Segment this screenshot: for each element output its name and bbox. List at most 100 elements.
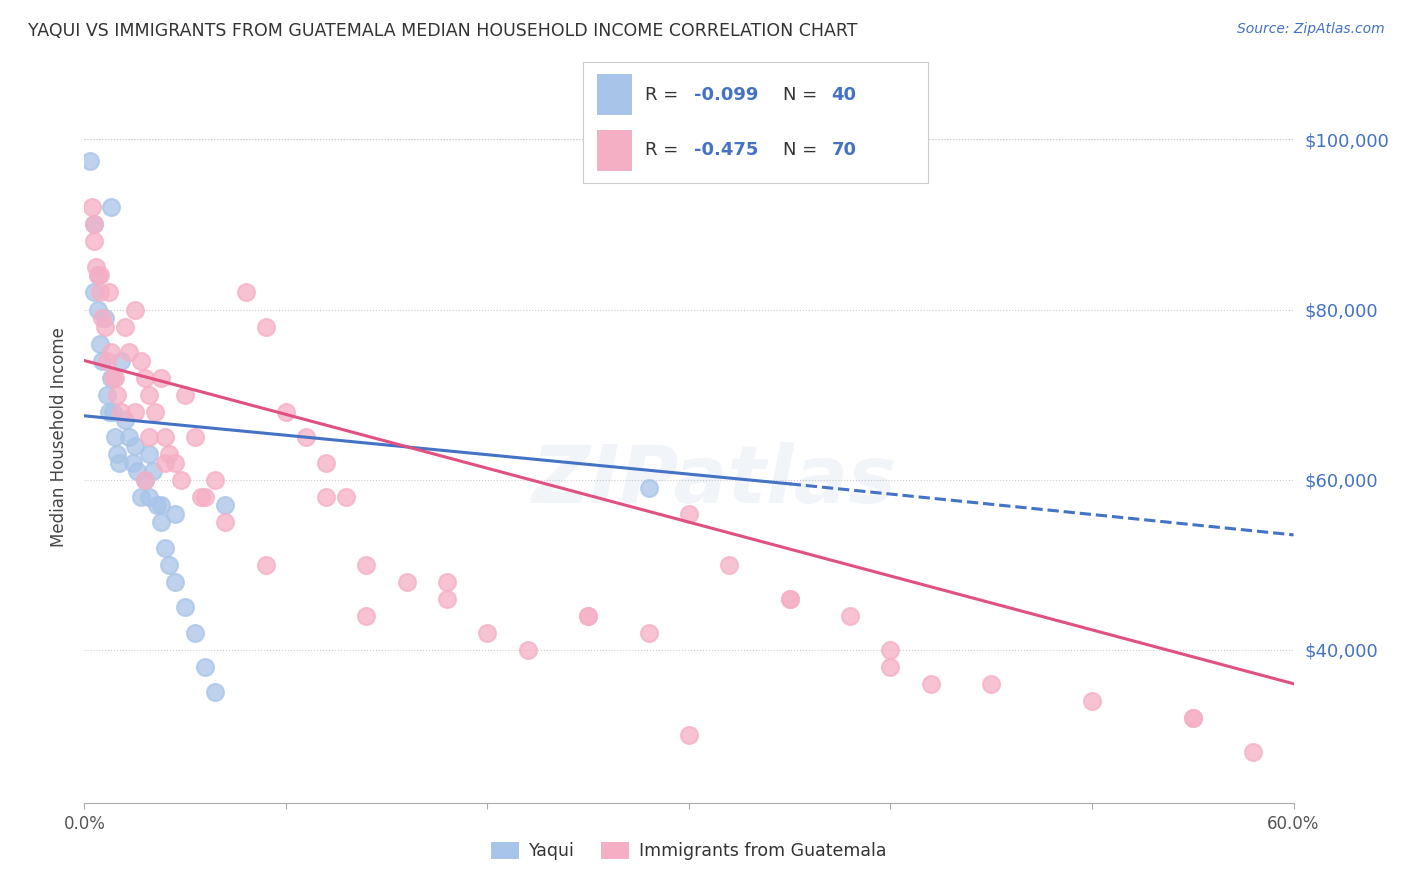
Point [97, 285, 120, 300]
Point [121, 456, 143, 470]
Legend: Yaqui, Immigrants from Guatemala: Yaqui, Immigrants from Guatemala [484, 835, 894, 867]
Point [138, 430, 160, 444]
Point [96, 353, 118, 368]
Point [91, 311, 114, 326]
Point [129, 490, 152, 504]
Point [83, 235, 105, 249]
Point [436, 574, 458, 589]
Point [356, 558, 378, 572]
Text: R =: R = [645, 86, 685, 104]
Point [104, 430, 127, 444]
Point [1241, 745, 1264, 759]
Point [124, 439, 146, 453]
Point [1081, 694, 1104, 708]
Text: -0.475: -0.475 [693, 141, 758, 160]
Point [157, 447, 180, 461]
Point [235, 285, 257, 300]
Point [980, 677, 1002, 691]
Point [174, 387, 197, 401]
Point [83, 285, 105, 300]
Text: ZIPatlas: ZIPatlas [530, 442, 896, 520]
Point [83, 218, 105, 232]
Text: YAQUI VS IMMIGRANTS FROM GUATEMALA MEDIAN HOUSEHOLD INCOME CORRELATION CHART: YAQUI VS IMMIGRANTS FROM GUATEMALA MEDIA… [28, 22, 858, 40]
Point [214, 498, 236, 512]
Point [153, 456, 176, 470]
Point [678, 728, 700, 742]
Point [138, 387, 160, 401]
Point [165, 574, 187, 589]
Point [779, 591, 801, 606]
Point [436, 591, 458, 606]
Point [879, 659, 901, 673]
Point [254, 558, 277, 572]
Text: 70: 70 [831, 141, 856, 160]
Point [96, 387, 118, 401]
Point [86, 260, 108, 274]
Point [315, 456, 337, 470]
Point [93, 311, 115, 326]
Text: Source: ZipAtlas.com: Source: ZipAtlas.com [1237, 22, 1385, 37]
Point [100, 345, 122, 359]
Point [637, 625, 659, 640]
Point [576, 608, 599, 623]
Point [395, 574, 418, 589]
Point [114, 319, 136, 334]
Point [149, 515, 172, 529]
Point [184, 625, 207, 640]
Point [190, 490, 212, 504]
Point [138, 447, 160, 461]
Point [1181, 711, 1204, 725]
Bar [598, 130, 631, 171]
Point [170, 473, 193, 487]
Text: 40: 40 [831, 86, 856, 104]
Point [107, 456, 129, 470]
Point [477, 625, 499, 640]
Point [143, 404, 166, 418]
Point [153, 430, 176, 444]
Point [149, 498, 172, 512]
Point [879, 642, 901, 657]
Point [87, 268, 110, 283]
Point [335, 490, 357, 504]
Point [87, 268, 110, 283]
Point [101, 370, 124, 384]
Point [920, 677, 942, 691]
Point [779, 591, 801, 606]
Point [516, 642, 538, 657]
Point [87, 302, 110, 317]
Point [93, 319, 115, 334]
Point [184, 430, 207, 444]
Point [637, 481, 659, 495]
Point [356, 608, 378, 623]
Point [146, 498, 169, 512]
Point [194, 490, 217, 504]
Point [142, 464, 165, 478]
Point [110, 404, 132, 418]
Point [125, 464, 148, 478]
Text: -0.099: -0.099 [693, 86, 758, 104]
Point [153, 541, 176, 555]
Point [174, 600, 197, 615]
Point [89, 285, 111, 300]
Text: R =: R = [645, 141, 685, 160]
Point [214, 515, 236, 529]
Point [82, 201, 104, 215]
Point [124, 302, 146, 317]
Point [91, 353, 114, 368]
Point [576, 608, 599, 623]
Point [134, 473, 156, 487]
Point [83, 218, 105, 232]
Point [1181, 711, 1204, 725]
Point [129, 353, 152, 368]
Point [204, 473, 226, 487]
Point [100, 201, 122, 215]
Bar [598, 75, 631, 115]
Point [101, 404, 124, 418]
Point [718, 558, 741, 572]
Point [118, 345, 141, 359]
Point [134, 473, 156, 487]
Point [149, 370, 172, 384]
Point [79, 153, 101, 168]
Point [89, 336, 111, 351]
Point [89, 268, 111, 283]
